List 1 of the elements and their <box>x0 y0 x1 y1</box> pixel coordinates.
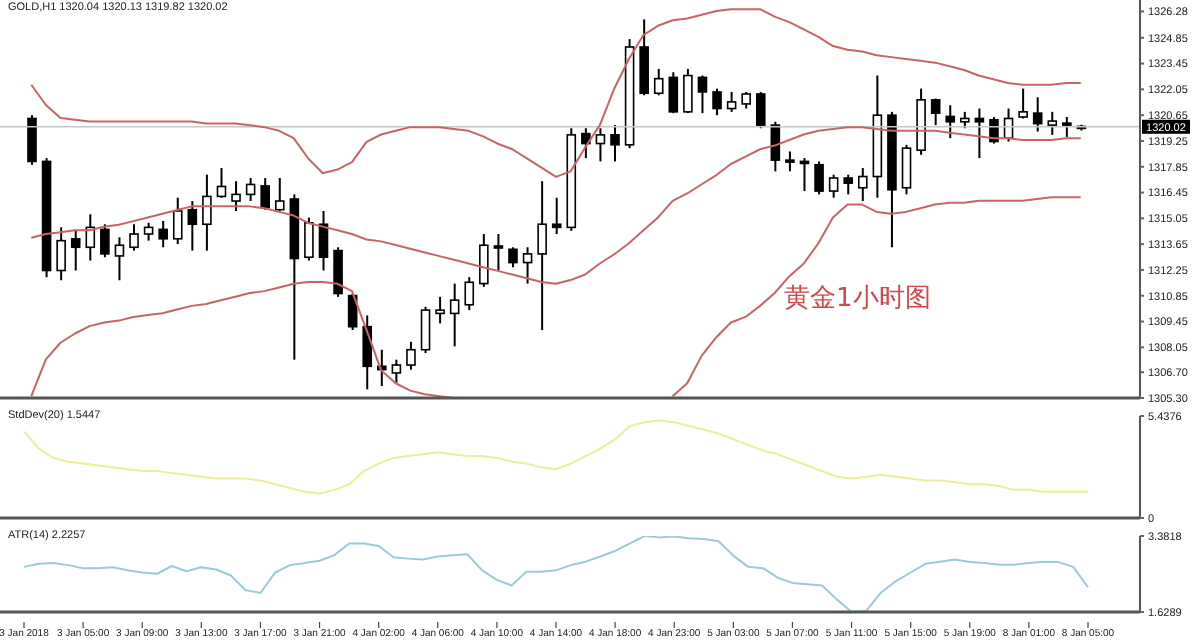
annotation: 黄金1小时图 <box>784 282 931 316</box>
